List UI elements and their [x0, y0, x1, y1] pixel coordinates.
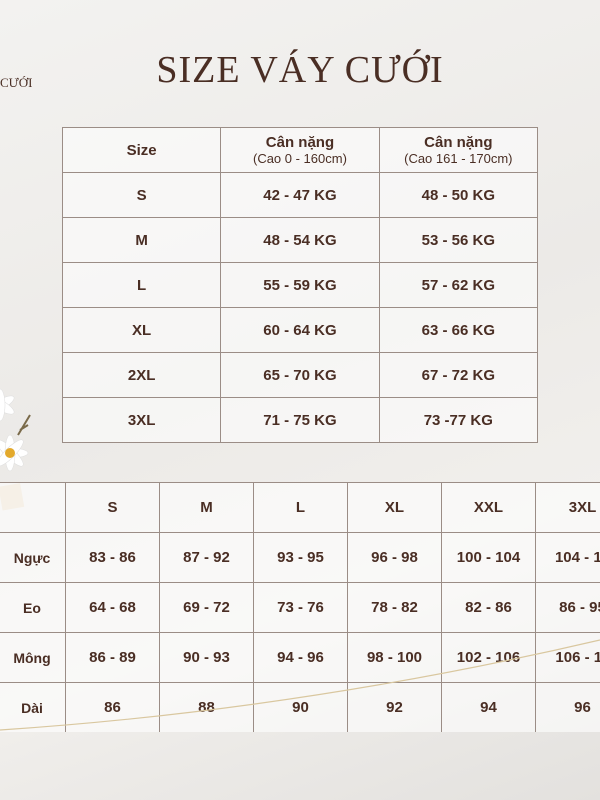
table-cell: 90 - 93: [159, 632, 254, 683]
table-cell: S: [65, 482, 160, 533]
table-row: Eo 64 - 68 69 - 72 73 - 76 78 - 82 82 - 86 86 …: [0, 582, 600, 633]
measurement-table-container: S M L XL XXL 3XL Ngực 83 - 86 87 - 92 93 - 95 96 -…: [0, 482, 600, 732]
table-cell: XL: [347, 482, 442, 533]
table-cell: 48 - 50 KG: [378, 172, 539, 218]
table-cell: M: [61, 217, 222, 263]
table-cell: XL: [61, 307, 222, 353]
weight-size-table: Size Cân nặng (Cao 0 - 160cm) Cân nặng (Ca…: [61, 127, 539, 443]
table-cell: 98 - 100: [347, 632, 442, 683]
table-row: Mông 86 - 89 90 - 93 94 - 96 98 - 100 102 - 1…: [0, 632, 600, 683]
table-cell: 94: [441, 682, 536, 732]
table-cell: 88: [159, 682, 254, 732]
table-row: Dài 86 88 90 92 94 96: [0, 682, 600, 732]
table-cell: 92: [347, 682, 442, 732]
table-row: L 55 - 59 KG 57 - 62 KG: [61, 262, 539, 308]
table-cell: 3XL: [535, 482, 600, 533]
table-cell: 104 - 10: [535, 532, 600, 583]
table-cell: 2XL: [61, 352, 222, 398]
header-label: Size: [126, 141, 157, 159]
table-cell: Mông: [0, 632, 66, 683]
table-cell: 96 - 98: [347, 532, 442, 583]
table-row: S 42 - 47 KG 48 - 50 KG: [61, 172, 539, 218]
table-cell: L: [61, 262, 222, 308]
table-cell: Dài: [0, 682, 66, 732]
table-row: XL 60 - 64 KG 63 - 66 KG: [61, 307, 539, 353]
table-cell: 57 - 62 KG: [378, 262, 539, 308]
table-cell: 102 - 106: [441, 632, 536, 683]
header-cell: Size: [61, 127, 222, 173]
table-cell: 73 - 76: [253, 582, 348, 633]
table-header-row: Size Cân nặng (Cao 0 - 160cm) Cân nặng (Ca…: [61, 127, 539, 173]
table-cell: 86 - 95: [535, 582, 600, 633]
header-cell: Cân nặng (Cao 161 - 170cm): [378, 127, 539, 173]
table-header-row: S M L XL XXL 3XL: [0, 482, 600, 533]
table-cell: 71 - 75 KG: [220, 397, 380, 443]
table-cell: 69 - 72: [159, 582, 254, 633]
page-title: SIZE VÁY CƯỚI: [156, 49, 444, 91]
table-cell: 86 - 89: [65, 632, 160, 683]
table-cell: 82 - 86: [441, 582, 536, 633]
table-row: Ngực 83 - 86 87 - 92 93 - 95 96 - 98 100 - 10…: [0, 532, 600, 583]
table-cell: [0, 482, 66, 533]
table-cell: 64 - 68: [65, 582, 160, 633]
table-cell: 48 - 54 KG: [220, 217, 380, 263]
header-sublabel: (Cao 161 - 170cm): [404, 151, 513, 166]
table-cell: 106 - 11: [535, 632, 600, 683]
table-cell: 78 - 82: [347, 582, 442, 633]
table-cell: 87 - 92: [159, 532, 254, 583]
table-cell: 73 -77 KG: [378, 397, 539, 443]
header-sublabel: (Cao 0 - 160cm): [252, 151, 347, 166]
table-cell: Eo: [0, 582, 66, 633]
table-cell: 86: [65, 682, 160, 732]
header-label: Cân nặng: [424, 134, 493, 151]
table-cell: 100 - 104: [441, 532, 536, 583]
table-cell: 3XL: [61, 397, 222, 443]
table-cell: Ngực: [0, 532, 66, 583]
table-cell: 67 - 72 KG: [378, 352, 539, 398]
table-row: M 48 - 54 KG 53 - 56 KG: [61, 217, 539, 263]
header-label: Cân nặng: [265, 134, 335, 151]
table-cell: S: [61, 172, 222, 218]
table-cell: XXL: [441, 482, 536, 533]
header-cell: Cân nặng (Cao 0 - 160cm): [220, 127, 380, 173]
table-cell: M: [159, 482, 254, 533]
brand-text: CƯỚI: [0, 75, 33, 90]
table-cell: 53 - 56 KG: [378, 217, 539, 263]
table-cell: 60 - 64 KG: [220, 307, 380, 353]
table-row: 2XL 65 - 70 KG 67 - 72 KG: [61, 352, 539, 398]
table-cell: 65 - 70 KG: [220, 352, 380, 398]
table-cell: 90: [253, 682, 348, 732]
table-cell: 63 - 66 KG: [378, 307, 539, 353]
table-cell: 83 - 86: [65, 532, 160, 583]
table-row: 3XL 71 - 75 KG 73 -77 KG: [61, 397, 539, 443]
table-cell: 94 - 96: [253, 632, 348, 683]
table-cell: 93 - 95: [253, 532, 348, 583]
table-cell: 42 - 47 KG: [220, 172, 380, 218]
table-cell: 96: [535, 682, 600, 732]
measurement-table: S M L XL XXL 3XL Ngực 83 - 86 87 - 92 93 - 95 96 -…: [0, 482, 600, 732]
table-cell: L: [253, 482, 348, 533]
table-cell: 55 - 59 KG: [220, 262, 380, 308]
